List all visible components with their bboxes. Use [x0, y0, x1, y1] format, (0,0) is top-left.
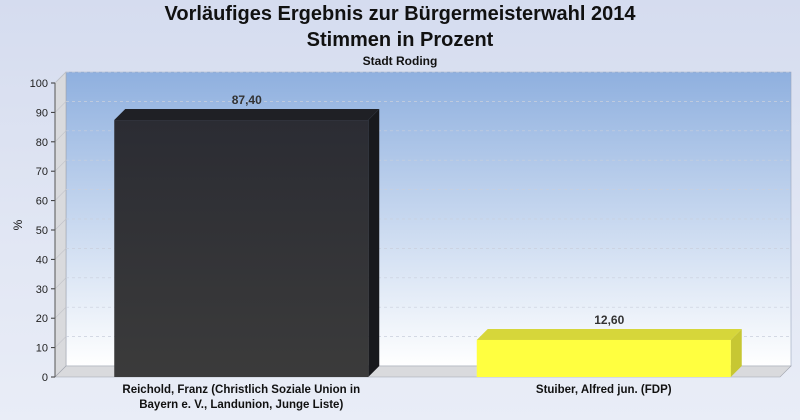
gridline-side — [54, 71, 67, 84]
x-category-label: Stuiber, Alfred jun. (FDP) — [536, 384, 672, 396]
y-tick-label: 10 — [36, 343, 48, 355]
bar — [476, 339, 731, 377]
chart-place: Stadt Roding — [362, 54, 438, 68]
bar-side — [730, 328, 742, 377]
y-tick-label: 30 — [36, 284, 48, 296]
y-tick-label: 20 — [36, 313, 48, 325]
gridline-side — [54, 306, 67, 319]
gridline-side — [54, 159, 67, 172]
y-tick-label: 50 — [36, 225, 48, 237]
gridline-side — [54, 130, 67, 143]
gridline-side — [54, 101, 67, 113]
y-tick-label: 70 — [36, 166, 48, 178]
gridline-side — [54, 189, 67, 201]
y-axis-label: % — [11, 219, 25, 230]
bar-top — [114, 109, 380, 121]
gridline-side — [54, 277, 67, 290]
y-tick-label: 60 — [36, 196, 48, 208]
y-tick-label: 40 — [36, 254, 48, 266]
x-category-label: Reichold, Franz (Christlich Soziale Unio… — [122, 384, 360, 396]
y-tick-label: 80 — [36, 137, 48, 149]
bar-value-label: 12,60 — [594, 313, 624, 327]
gridline-side — [54, 336, 67, 348]
bar-value-label: 87,40 — [232, 93, 262, 107]
bar-side — [368, 109, 380, 377]
y-tick-label: 0 — [42, 372, 48, 384]
gridline-side — [54, 248, 67, 260]
chart-title: Vorläufiges Ergebnis zur Bürgermeisterwa… — [164, 3, 636, 25]
bar — [114, 120, 369, 377]
x-category-label: Bayern e. V., Landunion, Junge Liste) — [139, 399, 343, 411]
gridline-side — [54, 218, 67, 231]
y-tick-label: 90 — [36, 107, 48, 119]
bar-top — [476, 328, 742, 340]
chart-subtitle: Stimmen in Prozent — [306, 29, 494, 51]
y-tick-label: 100 — [30, 78, 48, 90]
